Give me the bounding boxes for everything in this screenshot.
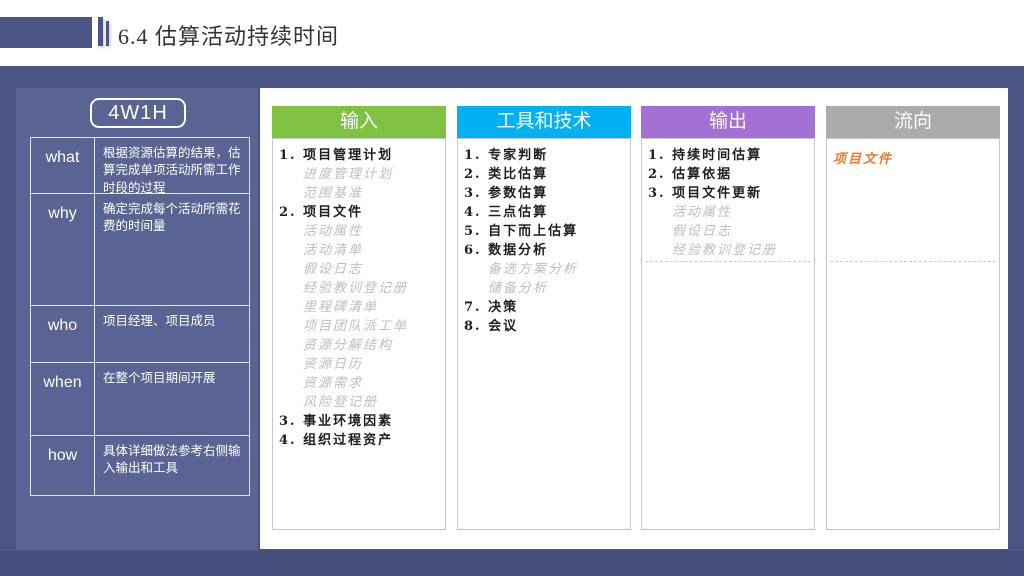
title-accent-rect (0, 17, 92, 48)
list-item: 活动属性 (672, 205, 733, 220)
divider (645, 261, 811, 262)
list-item: 1. 持续时间估算 (648, 148, 763, 163)
column-tools: 工具和技术 1. 专家判断 2. 类比估算 3. 参数估算 4. 三点估算 5.… (457, 106, 631, 530)
list-item: 6. 数据分析 (464, 243, 549, 258)
column-outputs-header: 输出 (641, 106, 815, 138)
list-item: 进度管理计划 (303, 167, 394, 182)
title-accent-bar-icon (98, 17, 103, 46)
list-item: 备选方案分析 (488, 262, 579, 277)
badge-4w1h: 4W1H (90, 98, 186, 128)
list-item: 资源日历 (303, 357, 364, 372)
list-item: 2. 估算依据 (648, 167, 733, 182)
list-item: 1. 专家判断 (464, 148, 549, 163)
column-outputs: 输出 1. 持续时间估算 2. 估算依据 3. 项目文件更新 活动属性 假设日志… (641, 106, 815, 530)
divider (830, 261, 996, 262)
list-item: 资源分解结构 (303, 338, 394, 353)
row-label: what (31, 138, 95, 193)
list-item: 假设日志 (303, 262, 364, 277)
title-accent-bar-icon (106, 21, 109, 46)
table-row-what: what 根据资源估算的结果，估算完成单项活动所需工作时段的过程 (31, 138, 249, 195)
list-item: 5. 自下而上估算 (464, 224, 579, 239)
list-item: 项目团队派工单 (303, 319, 409, 334)
row-label: when (31, 363, 95, 435)
column-inputs-list: 1. 项目管理计划 进度管理计划 范围基准 2. 项目文件 活动属性 活动清单 … (272, 138, 446, 530)
list-item: 7. 决策 (464, 300, 519, 315)
table-row-why: why 确定完成每个活动所需花费的时间量 (31, 194, 249, 306)
list-item: 假设日志 (672, 224, 733, 239)
table-4w1h: what 根据资源估算的结果，估算完成单项活动所需工作时段的过程 why 确定完… (30, 137, 250, 496)
list-item: 经验教训登记册 (303, 281, 409, 296)
column-tools-list: 1. 专家判断 2. 类比估算 3. 参数估算 4. 三点估算 5. 自下而上估… (457, 138, 631, 530)
list-item: 3. 参数估算 (464, 186, 549, 201)
panel-4w1h: 4W1H what 根据资源估算的结果，估算完成单项活动所需工作时段的过程 wh… (16, 88, 258, 550)
list-item: 8. 会议 (464, 319, 519, 334)
list-item: 2. 类比估算 (464, 167, 549, 182)
title-band: 6.4 估算活动持续时间 (0, 0, 1024, 66)
column-flow-list: 项目文件 (826, 138, 1000, 530)
list-item: 范围基准 (303, 186, 364, 201)
row-description: 确定完成每个活动所需花费的时间量 (103, 202, 241, 234)
row-description: 根据资源估算的结果，估算完成单项活动所需工作时段的过程 (103, 146, 241, 195)
table-row-when: when 在整个项目期间开展 (31, 363, 249, 436)
column-flow: 流向 项目文件 (826, 106, 1000, 530)
list-item: 1. 项目管理计划 (279, 148, 394, 163)
footer-strip (0, 551, 1024, 576)
list-item: 3. 项目文件更新 (648, 186, 763, 201)
row-description: 在整个项目期间开展 (103, 371, 216, 385)
column-tools-header: 工具和技术 (457, 106, 631, 138)
row-description: 具体详细做法参考右侧输入输出和工具 (103, 444, 241, 476)
list-item: 2. 项目文件 (279, 205, 364, 220)
table-row-how: how 具体详细做法参考右侧输入输出和工具 (31, 436, 249, 496)
column-inputs: 输入 1. 项目管理计划 进度管理计划 范围基准 2. 项目文件 活动属性 活动… (272, 106, 446, 530)
list-item: 3. 事业环境因素 (279, 414, 394, 429)
list-item: 项目文件 (833, 152, 894, 167)
list-item: 风险登记册 (303, 395, 379, 410)
column-inputs-header: 输入 (272, 106, 446, 138)
row-label: why (31, 194, 95, 305)
list-item: 4. 组织过程资产 (279, 433, 394, 448)
list-item: 活动属性 (303, 224, 364, 239)
table-row-who: who 项目经理、项目成员 (31, 306, 249, 363)
row-label: who (31, 306, 95, 362)
row-label: how (31, 436, 95, 495)
column-flow-header: 流向 (826, 106, 1000, 138)
row-description: 项目经理、项目成员 (103, 314, 216, 328)
content-panel: 输入 1. 项目管理计划 进度管理计划 范围基准 2. 项目文件 活动属性 活动… (260, 88, 1008, 549)
list-item: 里程碑清单 (303, 300, 379, 315)
column-outputs-list: 1. 持续时间估算 2. 估算依据 3. 项目文件更新 活动属性 假设日志 经验… (641, 138, 815, 530)
list-item: 储备分析 (488, 281, 549, 296)
list-item: 经验教训登记册 (672, 243, 778, 258)
page-title: 6.4 估算活动持续时间 (118, 24, 340, 49)
list-item: 资源需求 (303, 376, 364, 391)
list-item: 活动清单 (303, 243, 364, 258)
list-item: 4. 三点估算 (464, 205, 549, 220)
